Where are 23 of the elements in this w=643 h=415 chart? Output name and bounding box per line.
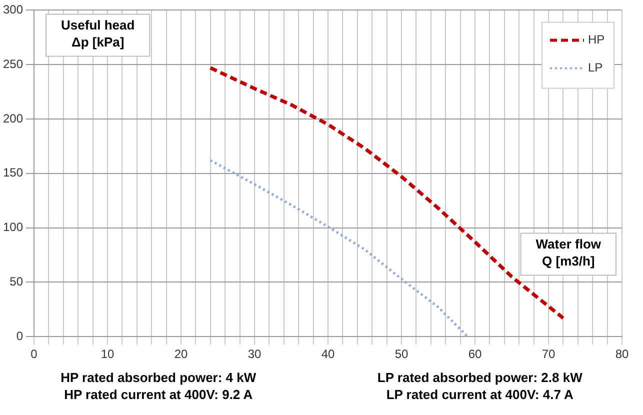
x-tick-label: 30 <box>248 347 262 362</box>
x-tick-label: 0 <box>30 347 38 362</box>
text: LP rated absorbed power: 2.8 kW LP rated current at 400V: 4.7 A <box>377 369 582 403</box>
x-tick-label: 10 <box>100 347 115 362</box>
y-tick-label: 0 <box>16 328 24 343</box>
y-tick-label: 100 <box>2 220 24 234</box>
x-tick-label: 40 <box>321 347 336 362</box>
text: HP rated absorbed power: 4 kW HP rated current at 400V: 9.2 A <box>60 369 256 403</box>
legend-label: HP <box>588 32 605 47</box>
line-series <box>209 159 469 337</box>
x-tick-label: 80 <box>615 347 629 362</box>
x-tick-label: 70 <box>542 347 556 362</box>
x-tick-label: 50 <box>394 347 408 362</box>
x-axis-title: Water flow Q [m3/h] <box>536 236 602 268</box>
x-tick-label: 60 <box>468 347 482 362</box>
y-axis-title: Useful head Δp [kPa] <box>61 17 135 50</box>
y-tick-label: 250 <box>2 56 24 71</box>
y-tick-label: 50 <box>10 274 24 289</box>
y-tick-label: 200 <box>2 111 24 126</box>
y-tick-label: 150 <box>2 166 24 180</box>
y-tick-label: 300 <box>2 2 24 17</box>
x-tick-label: 20 <box>174 347 188 362</box>
legend-label: LP <box>588 60 603 75</box>
